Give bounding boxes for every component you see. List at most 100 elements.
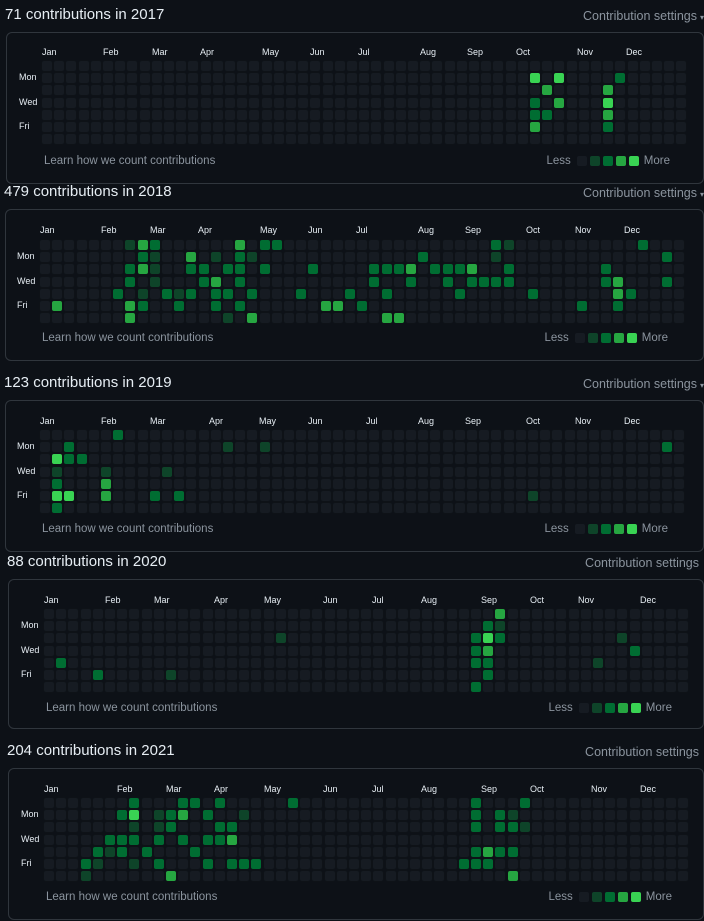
- contribution-day-cell[interactable]: [173, 312, 186, 325]
- contribution-day-cell[interactable]: [67, 656, 80, 669]
- contribution-day-cell[interactable]: [661, 263, 674, 276]
- contribution-day-cell[interactable]: [453, 300, 466, 312]
- contribution-day-cell[interactable]: [213, 644, 226, 657]
- contribution-day-cell[interactable]: [87, 441, 100, 454]
- contribution-day-cell[interactable]: [590, 60, 602, 72]
- contribution-day-cell[interactable]: [551, 251, 564, 264]
- contribution-day-cell[interactable]: [604, 632, 617, 645]
- contribution-day-cell[interactable]: [248, 72, 261, 85]
- contribution-day-cell[interactable]: [600, 477, 613, 490]
- contribution-day-cell[interactable]: [150, 96, 163, 109]
- contribution-day-cell[interactable]: [360, 797, 373, 809]
- contribution-day-cell[interactable]: [640, 809, 653, 822]
- contribution-day-cell[interactable]: [372, 632, 385, 645]
- contribution-day-cell[interactable]: [238, 656, 251, 669]
- contribution-day-cell[interactable]: [91, 632, 104, 645]
- contribution-day-cell[interactable]: [344, 429, 356, 441]
- contribution-day-cell[interactable]: [470, 669, 482, 681]
- contribution-day-cell[interactable]: [112, 477, 125, 490]
- contribution-day-cell[interactable]: [43, 845, 55, 858]
- contribution-day-cell[interactable]: [75, 441, 88, 454]
- contribution-day-cell[interactable]: [661, 453, 674, 466]
- contribution-day-cell[interactable]: [163, 84, 175, 97]
- contribution-day-cell[interactable]: [124, 465, 137, 478]
- contribution-day-cell[interactable]: [405, 429, 417, 441]
- contribution-day-cell[interactable]: [382, 121, 395, 133]
- contribution-day-cell[interactable]: [482, 809, 495, 822]
- contribution-day-cell[interactable]: [431, 133, 444, 146]
- contribution-day-cell[interactable]: [175, 121, 188, 133]
- contribution-day-cell[interactable]: [531, 821, 543, 834]
- contribution-day-cell[interactable]: [504, 72, 517, 85]
- contribution-day-cell[interactable]: [455, 96, 468, 109]
- contribution-day-cell[interactable]: [372, 608, 385, 620]
- contribution-day-cell[interactable]: [575, 300, 588, 312]
- contribution-day-cell[interactable]: [502, 502, 515, 515]
- contribution-day-cell[interactable]: [551, 477, 564, 490]
- contribution-day-cell[interactable]: [114, 72, 127, 85]
- contribution-day-cell[interactable]: [502, 300, 515, 312]
- contribution-day-cell[interactable]: [638, 72, 651, 85]
- contribution-day-cell[interactable]: [165, 632, 177, 645]
- contribution-day-cell[interactable]: [63, 502, 76, 515]
- contribution-day-cell[interactable]: [502, 263, 515, 276]
- contribution-day-cell[interactable]: [51, 251, 64, 264]
- contribution-day-cell[interactable]: [53, 84, 66, 97]
- contribution-day-cell[interactable]: [649, 502, 661, 515]
- contribution-day-cell[interactable]: [213, 656, 226, 669]
- contribution-day-cell[interactable]: [466, 441, 478, 454]
- contribution-day-cell[interactable]: [136, 490, 149, 502]
- contribution-day-cell[interactable]: [287, 681, 299, 694]
- contribution-day-cell[interactable]: [344, 502, 356, 515]
- contribution-day-cell[interactable]: [624, 429, 637, 441]
- contribution-day-cell[interactable]: [649, 275, 661, 288]
- contribution-day-cell[interactable]: [470, 644, 482, 657]
- contribution-day-cell[interactable]: [197, 490, 210, 502]
- contribution-day-cell[interactable]: [588, 312, 600, 325]
- contribution-day-cell[interactable]: [514, 502, 527, 515]
- contribution-day-cell[interactable]: [396, 821, 409, 834]
- contribution-day-cell[interactable]: [150, 133, 163, 146]
- contribution-day-cell[interactable]: [283, 477, 295, 490]
- contribution-day-cell[interactable]: [457, 656, 470, 669]
- contribution-day-cell[interactable]: [51, 239, 64, 251]
- contribution-day-cell[interactable]: [661, 477, 674, 490]
- contribution-day-cell[interactable]: [262, 809, 275, 822]
- contribution-day-cell[interactable]: [39, 312, 51, 325]
- contribution-day-cell[interactable]: [152, 858, 165, 870]
- contribution-day-cell[interactable]: [41, 96, 53, 109]
- contribution-day-cell[interactable]: [287, 669, 299, 681]
- contribution-day-cell[interactable]: [372, 833, 385, 846]
- contribution-day-cell[interactable]: [604, 681, 617, 694]
- contribution-day-cell[interactable]: [250, 620, 263, 633]
- contribution-day-cell[interactable]: [592, 681, 604, 694]
- contribution-day-cell[interactable]: [531, 620, 543, 633]
- contribution-day-cell[interactable]: [175, 108, 188, 121]
- contribution-day-cell[interactable]: [392, 300, 405, 312]
- contribution-day-cell[interactable]: [258, 239, 271, 251]
- contribution-day-cell[interactable]: [616, 681, 629, 694]
- contribution-day-cell[interactable]: [319, 239, 332, 251]
- contribution-day-cell[interactable]: [539, 441, 552, 454]
- contribution-day-cell[interactable]: [592, 669, 604, 681]
- contribution-day-cell[interactable]: [577, 121, 590, 133]
- contribution-day-cell[interactable]: [246, 441, 259, 454]
- contribution-day-cell[interactable]: [185, 239, 198, 251]
- contribution-day-cell[interactable]: [636, 312, 649, 325]
- contribution-day-cell[interactable]: [173, 490, 186, 502]
- contribution-day-cell[interactable]: [114, 60, 127, 72]
- contribution-day-cell[interactable]: [201, 833, 214, 846]
- contribution-day-cell[interactable]: [140, 632, 153, 645]
- contribution-day-cell[interactable]: [455, 121, 468, 133]
- contribution-day-cell[interactable]: [421, 681, 434, 694]
- contribution-day-cell[interactable]: [319, 429, 332, 441]
- contribution-day-cell[interactable]: [260, 96, 273, 109]
- contribution-day-cell[interactable]: [197, 502, 210, 515]
- contribution-day-cell[interactable]: [209, 429, 222, 441]
- contribution-day-cell[interactable]: [431, 60, 444, 72]
- contribution-day-cell[interactable]: [372, 669, 385, 681]
- contribution-day-cell[interactable]: [189, 821, 202, 834]
- contribution-day-cell[interactable]: [567, 870, 580, 883]
- contribution-day-cell[interactable]: [136, 263, 149, 276]
- contribution-day-cell[interactable]: [673, 263, 686, 276]
